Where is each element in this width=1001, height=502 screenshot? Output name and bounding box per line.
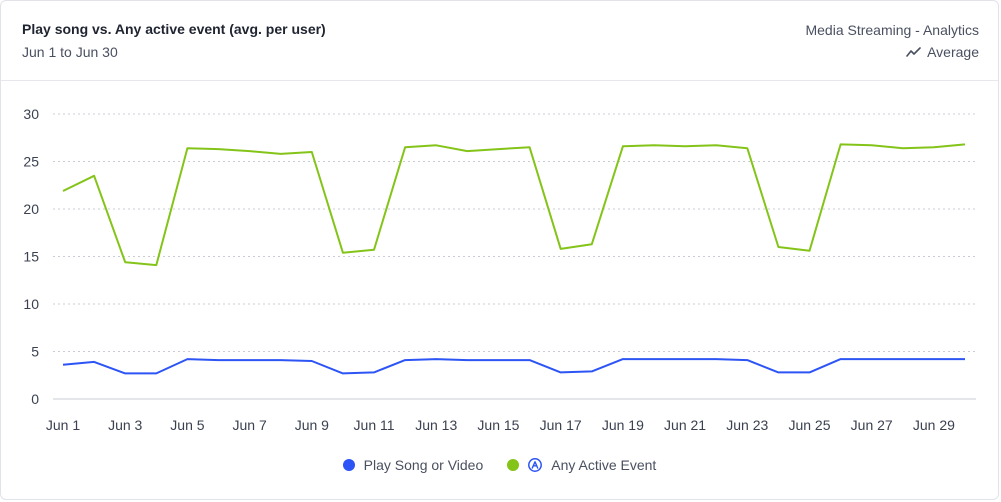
x-tick-label: Jun 3 [108,417,142,433]
x-tick-label: Jun 5 [170,417,204,433]
metric-selector[interactable]: Average [906,44,979,60]
y-tick-label: 10 [23,296,39,312]
x-tick-label: Jun 19 [602,417,644,433]
metric-label: Average [927,44,979,60]
y-axis-ticks: 0 5 10 15 20 25 30 [23,106,39,407]
y-tick-label: 5 [31,344,39,360]
chart-title: Play song vs. Any active event (avg. per… [22,21,326,37]
x-tick-label: Jun 17 [540,417,582,433]
series-dot-icon [507,459,520,471]
series-dot-icon [342,459,355,471]
x-tick-label: Jun 27 [851,417,893,433]
x-tick-label: Jun 15 [477,417,519,433]
x-tick-label: Jun 21 [664,417,706,433]
x-tick-label: Jun 9 [295,417,329,433]
x-tick-label: Jun 7 [232,417,266,433]
legend-label-play: Play Song or Video [363,457,484,473]
x-tick-label: Jun 23 [726,417,768,433]
x-tick-label: Jun 1 [46,417,80,433]
trend-line-icon [906,47,921,57]
x-axis-ticks: Jun 1 Jun 3 Jun 5 Jun 7 Jun 9 Jun 11 Jun 13 Jun… [46,417,955,433]
date-range[interactable]: Jun 1 to Jun 30 [22,44,118,60]
legend-label-active: Any Active Event [551,457,657,473]
legend-item-active[interactable]: Any Active Event [507,457,656,473]
chart-header: Play song vs. Any active event (avg. per… [1,1,998,81]
series-line-any-active-event[interactable] [62,143,966,267]
project-source[interactable]: Media Streaming - Analytics [805,22,979,38]
y-tick-label: 0 [31,391,39,407]
y-tick-label: 25 [23,154,39,170]
x-tick-label: Jun 11 [354,417,395,433]
y-tick-label: 30 [23,106,39,122]
any-event-icon [528,458,543,472]
legend-item-play[interactable]: Play Song or Video [342,457,484,473]
series-line-play-song[interactable] [62,358,965,375]
y-tick-label: 15 [23,249,39,265]
grid-lines [53,113,976,400]
x-tick-label: Jun 25 [788,417,830,433]
chart-legend: Play Song or Video Any Active Event [1,457,998,473]
y-tick-label: 20 [23,201,39,217]
x-tick-label: Jun 29 [913,417,955,433]
x-tick-label: Jun 13 [415,417,457,433]
series-lines [62,143,966,375]
